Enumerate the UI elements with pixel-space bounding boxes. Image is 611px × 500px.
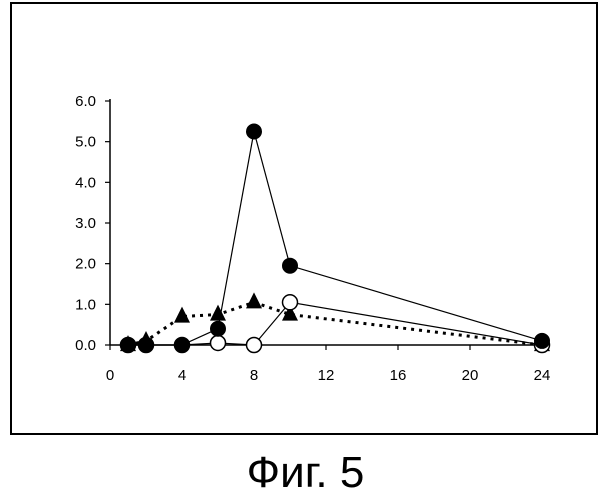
y-tick-label: 5.0 xyxy=(75,134,96,151)
open-circle-marker xyxy=(211,335,226,350)
x-tick-label: 20 xyxy=(462,367,479,384)
x-tick-label: 12 xyxy=(318,367,335,384)
y-tick-label: 3.0 xyxy=(75,215,96,232)
y-tick-label: 2.0 xyxy=(75,256,96,273)
chart: 0 4 8 12 16 20 24 0.0 1.0 2.0 3.0 4.0 5.0 6.0 xyxy=(0,0,611,440)
triangle-marker xyxy=(210,305,226,321)
y-tick-label: 4.0 xyxy=(75,174,96,191)
open-circle-marker xyxy=(247,338,262,353)
filled-circle-marker xyxy=(535,333,550,348)
y-tick-label: 0.0 xyxy=(75,337,96,354)
filled-circle-marker xyxy=(139,338,154,353)
y-tick-label: 6.0 xyxy=(75,93,96,110)
x-tick-label: 4 xyxy=(178,367,186,384)
x-tick-label: 24 xyxy=(534,367,551,384)
series-line-filled-triangle xyxy=(128,302,542,345)
series-line-filled-circle xyxy=(128,132,542,346)
x-tick-label: 16 xyxy=(390,367,407,384)
filled-circle-marker xyxy=(283,258,298,273)
triangle-marker xyxy=(246,292,262,308)
figure-caption: Фиг. 5 xyxy=(0,448,611,498)
triangle-marker xyxy=(174,307,190,323)
filled-circle-marker xyxy=(247,124,262,139)
filled-circle-marker xyxy=(121,338,136,353)
series-line-open-circle xyxy=(128,302,542,345)
filled-circle-marker xyxy=(211,321,226,336)
filled-circle-marker xyxy=(175,338,190,353)
x-tick-label: 0 xyxy=(106,367,114,384)
y-tick-label: 1.0 xyxy=(75,296,96,313)
x-tick-label: 8 xyxy=(250,367,258,384)
open-circle-marker xyxy=(283,295,298,310)
